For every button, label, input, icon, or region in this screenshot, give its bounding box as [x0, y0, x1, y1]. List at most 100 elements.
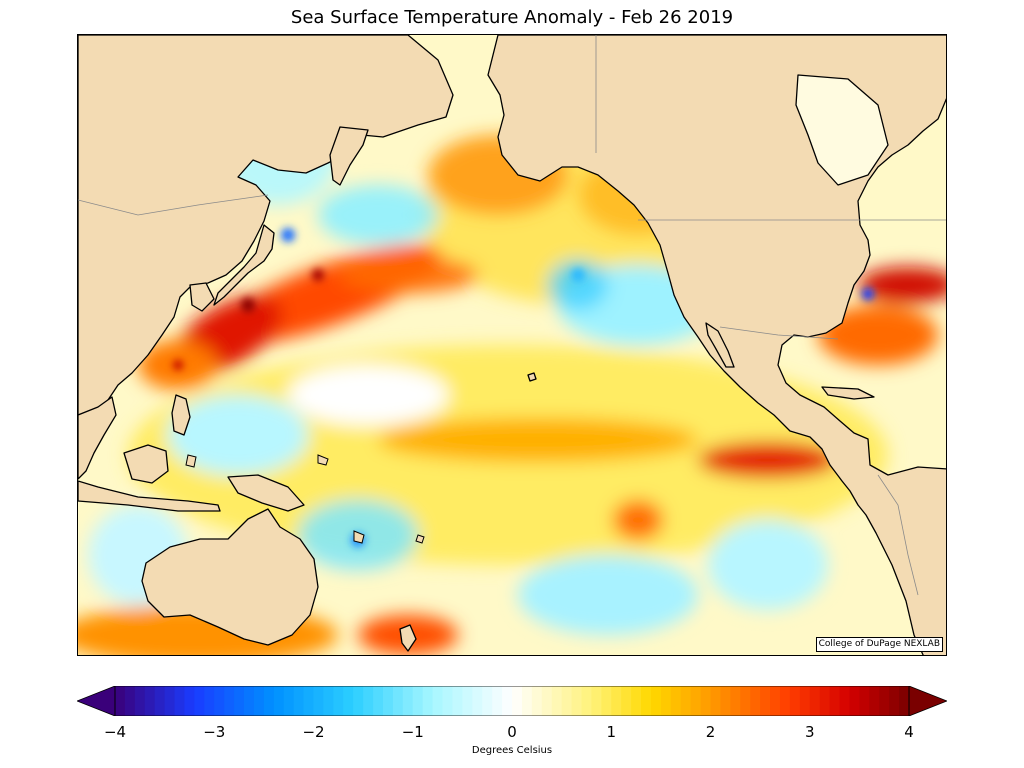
colorbar-band: [710, 686, 722, 716]
colorbar-band: [382, 686, 394, 716]
colorbar-band: [740, 686, 751, 716]
colorbar-tick-label: 0: [507, 723, 517, 741]
land-baja: [705, 322, 735, 368]
colorbar-band: [750, 686, 761, 716]
colorbar-band: [849, 686, 860, 716]
colorbar-tick-label: −2: [302, 723, 325, 741]
colorbar-label: Degrees Celsius: [471, 745, 553, 756]
land-borneo: [123, 444, 169, 484]
colorbar-band: [571, 686, 583, 716]
colorbar-band: [204, 686, 215, 716]
colorbar-band: [631, 686, 642, 716]
colorbar: [77, 686, 947, 716]
colorbar-band: [551, 686, 563, 716]
colorbar-band: [512, 686, 523, 716]
small-islands: [185, 454, 425, 544]
colorbar-band: [164, 686, 176, 716]
colorbar-tick-label: 2: [705, 723, 716, 741]
credit-label: College of DuPage NEXLAB: [815, 637, 943, 652]
colorbar-band: [144, 686, 156, 716]
colorbar-band: [283, 686, 295, 716]
colorbar-band: [194, 686, 205, 716]
colorbar-band: [214, 686, 225, 716]
colorbar-band: [244, 686, 255, 716]
land-hawaii: [527, 372, 537, 382]
land-se-asia: [78, 396, 117, 480]
hudson-bay: [795, 74, 889, 186]
land-philippines: [171, 394, 191, 436]
colorbar-band: [482, 686, 493, 716]
land-australia: [141, 508, 319, 646]
colorbar-band: [442, 686, 454, 716]
colorbar-bands: [115, 686, 910, 716]
colorbar-band: [809, 686, 821, 716]
political-borders: [78, 35, 946, 596]
colorbar-band: [373, 686, 384, 716]
colorbar-extend-min: [77, 686, 116, 716]
land-new-guinea: [227, 474, 305, 512]
colorbar-band: [680, 686, 692, 716]
land-japan: [213, 224, 275, 306]
colorbar-band: [581, 686, 593, 716]
colorbar-band: [263, 686, 275, 716]
land-kamchatka: [329, 126, 369, 186]
colorbar-band: [253, 686, 265, 716]
colorbar-band: [402, 686, 414, 716]
colorbar-extend-max: [908, 686, 947, 716]
colorbar-band: [879, 686, 890, 716]
colorbar-band: [432, 686, 444, 716]
land-masses: [78, 35, 946, 655]
colorbar-band: [621, 686, 632, 716]
colorbar-band: [531, 686, 543, 716]
colorbar-band: [353, 686, 364, 716]
colorbar-band: [641, 686, 652, 716]
colorbar-band: [700, 686, 712, 716]
colorbar-band: [323, 686, 334, 716]
colorbar-band: [363, 686, 374, 716]
colorbar-band: [591, 686, 602, 716]
colorbar-band: [154, 686, 166, 716]
colorbar-band: [660, 686, 672, 716]
colorbar-band: [720, 686, 731, 716]
colorbar-band: [770, 686, 781, 716]
colorbar-band: [392, 686, 404, 716]
colorbar-band: [502, 686, 513, 716]
colorbar-band: [293, 686, 305, 716]
colorbar-band: [343, 686, 354, 716]
colorbar-band: [234, 686, 245, 716]
map-title: Sea Surface Temperature Anomaly - Feb 26…: [290, 7, 734, 28]
colorbar-band: [134, 686, 146, 716]
colorbar-band: [601, 686, 612, 716]
colorbar-band: [760, 686, 771, 716]
colorbar-band: [829, 686, 841, 716]
colorbar-band: [224, 686, 235, 716]
colorbar-band: [174, 686, 186, 716]
colorbar-band: [521, 686, 533, 716]
colorbar-band: [472, 686, 483, 716]
colorbar-band: [412, 686, 424, 716]
colorbar-tick-label: 3: [804, 723, 815, 741]
colorbar-band: [184, 686, 196, 716]
colorbar-band: [899, 686, 910, 716]
colorbar-band: [422, 686, 434, 716]
colorbar-band: [819, 686, 831, 716]
colorbar-tick-label: −1: [401, 723, 424, 741]
colorbar-band: [561, 686, 573, 716]
land-cuba: [821, 386, 875, 400]
land-indonesia: [78, 480, 221, 512]
colorbar-band: [839, 686, 851, 716]
colorbar-tick-label: 1: [606, 723, 617, 741]
colorbar-band: [462, 686, 473, 716]
land-new-zealand: [399, 624, 417, 652]
colorbar-band: [452, 686, 463, 716]
sst-anomaly-map[interactable]: College of DuPage NEXLAB: [77, 34, 947, 656]
colorbar-band: [670, 686, 682, 716]
colorbar-band: [799, 686, 811, 716]
colorbar-band: [303, 686, 315, 716]
colorbar-band: [492, 686, 503, 716]
colorbar-tick-label: −3: [203, 723, 226, 741]
colorbar-band: [730, 686, 741, 716]
colorbar-band: [889, 686, 900, 716]
colorbar-band: [650, 686, 662, 716]
colorbar-band: [859, 686, 870, 716]
